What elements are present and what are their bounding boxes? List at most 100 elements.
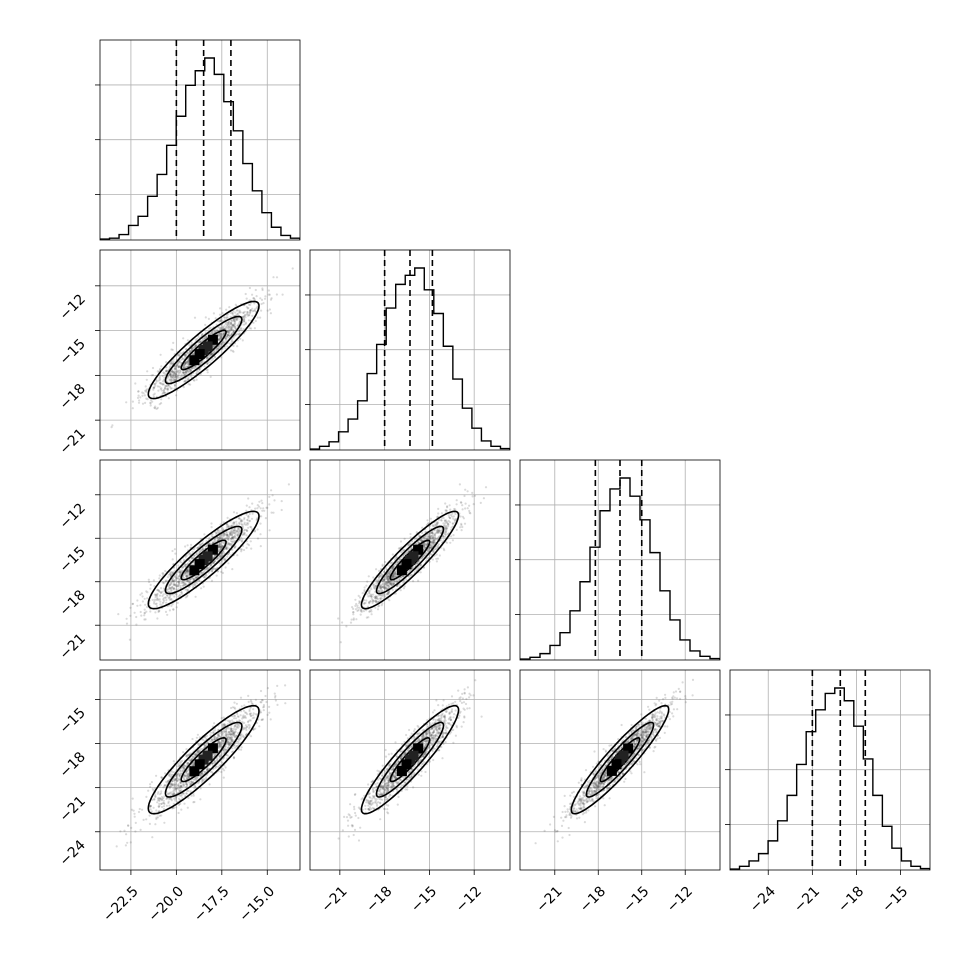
- sample-point: [199, 548, 202, 552]
- sample-point: [155, 380, 158, 383]
- sample-point: [185, 354, 188, 357]
- sample-point: [246, 314, 249, 317]
- sample-point: [419, 564, 422, 567]
- sample-point: [270, 511, 273, 514]
- contour-level-2: [164, 315, 243, 385]
- sample-point: [232, 324, 235, 327]
- sample-point: [168, 609, 171, 612]
- sample-point: [255, 295, 258, 298]
- sample-point: [240, 327, 243, 330]
- sample-point: [205, 568, 208, 571]
- sample-point: [234, 311, 237, 314]
- sample-point: [233, 528, 236, 531]
- sample-point: [232, 314, 235, 317]
- sample-point: [178, 582, 181, 585]
- sample-point: [434, 547, 437, 551]
- sample-point: [249, 540, 252, 543]
- sample-point: [190, 367, 193, 370]
- sample-point: [163, 391, 166, 394]
- sample-point: [412, 566, 415, 569]
- sample-point: [222, 521, 225, 524]
- sample-point: [378, 589, 381, 593]
- sample-point: [215, 557, 218, 561]
- sample-point: [183, 583, 186, 586]
- sample-point: [397, 560, 400, 564]
- sample-point: [187, 570, 190, 573]
- density-core: [396, 544, 424, 576]
- sample-point: [431, 550, 434, 553]
- sample-point: [174, 367, 177, 370]
- sample-point: [165, 369, 168, 373]
- sample-point: [243, 317, 246, 321]
- sample-point: [181, 581, 184, 584]
- sample-point: [228, 335, 232, 338]
- sample-point: [137, 390, 140, 393]
- sample-point: [210, 353, 213, 356]
- sample-point: [184, 584, 187, 587]
- sample-point: [179, 371, 182, 374]
- sample-point: [418, 534, 421, 537]
- sample-point: [172, 608, 175, 611]
- sample-point: [230, 320, 234, 323]
- sample-point: [169, 373, 172, 376]
- sample-point: [232, 328, 235, 332]
- sample-point: [377, 580, 380, 583]
- sample-point: [409, 568, 412, 572]
- sample-point: [374, 599, 378, 603]
- sample-point: [187, 574, 190, 577]
- sample-point: [386, 593, 389, 596]
- sample-point: [367, 595, 370, 598]
- sample-point: [261, 287, 264, 290]
- sample-point: [234, 545, 237, 548]
- sample-point: [117, 613, 120, 616]
- sample-point: [437, 521, 440, 524]
- sample-point: [171, 370, 174, 373]
- sample-point: [206, 362, 209, 365]
- sample-point: [415, 531, 418, 534]
- sample-point: [174, 375, 177, 378]
- sample-point: [231, 543, 234, 546]
- sample-point: [188, 559, 191, 562]
- sample-point: [391, 566, 394, 569]
- sample-point: [402, 574, 405, 577]
- sample-point: [154, 596, 157, 599]
- sample-point: [260, 309, 263, 312]
- sample-point: [187, 371, 190, 374]
- sample-point: [410, 547, 413, 550]
- sample-point: [188, 369, 191, 373]
- sample-point: [111, 424, 114, 427]
- sample-point: [388, 590, 391, 594]
- sample-point: [211, 352, 215, 355]
- sample-point: [149, 399, 153, 402]
- sample-point: [211, 331, 214, 334]
- sample-point: [184, 371, 187, 374]
- sample-point: [391, 574, 394, 577]
- sample-point: [198, 341, 201, 344]
- sample-point: [374, 606, 377, 609]
- sample-point: [182, 364, 185, 367]
- sample-point: [179, 370, 182, 373]
- sample-point: [171, 579, 174, 583]
- sample-point: [210, 570, 213, 573]
- sample-point: [226, 524, 229, 527]
- sample-point: [454, 508, 457, 511]
- sample-point: [226, 330, 229, 333]
- scatter-panel-2-1: −21−18−15−12: [57, 249, 301, 458]
- sample-point: [237, 516, 240, 520]
- sample-point: [167, 596, 170, 599]
- sample-point: [187, 363, 190, 366]
- sample-point: [162, 391, 165, 394]
- sample-point: [428, 532, 431, 535]
- sample-point: [384, 595, 387, 598]
- sample-point: [466, 490, 469, 493]
- sample-point: [433, 535, 436, 538]
- sample-point: [243, 310, 246, 313]
- sample-point: [390, 582, 393, 586]
- sample-point: [373, 599, 376, 602]
- sample-point: [210, 353, 213, 356]
- sample-point: [193, 346, 197, 349]
- sample-point: [420, 539, 423, 543]
- sample-point: [426, 519, 429, 522]
- sample-point: [158, 377, 161, 380]
- sample-point: [374, 595, 377, 598]
